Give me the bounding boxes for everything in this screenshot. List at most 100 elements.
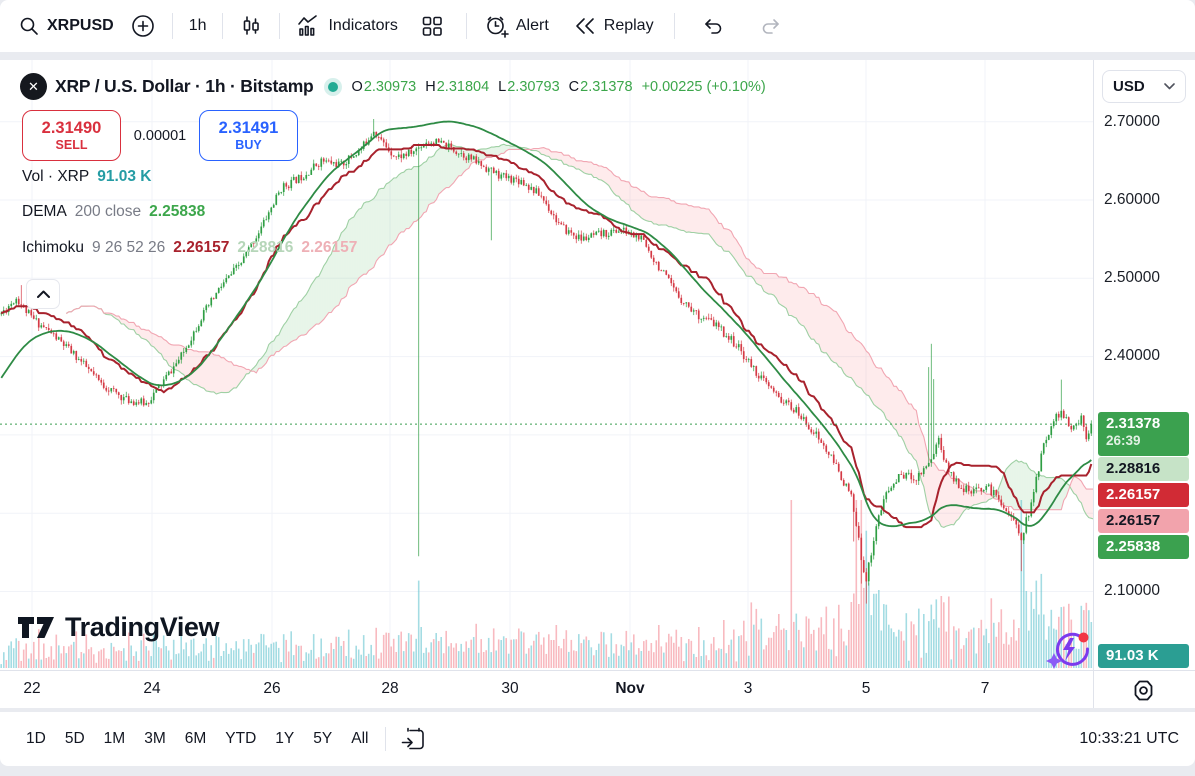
redo-button[interactable] [751,8,791,44]
indicators-label: Indicators [328,17,398,34]
time-axis-tick: Nov [615,680,645,697]
chevron-up-icon [36,290,50,298]
alert-clock-icon [487,16,509,38]
buy-button[interactable]: 2.31491 BUY [199,110,298,161]
price-axis-label: 2.70000 [1104,113,1161,130]
ohlc-change: +0.00225 (+0.10%) [641,78,766,95]
ohlc-values: O2.30973 H2.31804 L2.30793 C2.31378 +0.0… [352,79,766,95]
range-button-1d[interactable]: 1D [18,725,54,753]
time-axis-tick: 30 [501,680,519,697]
collapse-legend-button[interactable] [26,279,60,309]
sell-button[interactable]: 2.31490 SELL [22,110,121,161]
time-axis-tick: 28 [381,680,399,697]
price-axis[interactable]: USD 2.70000 2.60000 2.50000 2.40000 2.10000 … [1093,60,1195,670]
price-pane[interactable]: ✕ XRP / U.S. Dollar · 1h · Bitstamp O2.3… [0,60,1093,670]
range-button-3m[interactable]: 3M [136,725,174,753]
range-button-all[interactable]: All [343,725,376,753]
price-axis-label: 2.10000 [1104,582,1161,599]
range-button-6m[interactable]: 6M [177,725,215,753]
sell-price: 2.31490 [41,118,102,137]
range-button-1y[interactable]: 1Y [267,725,302,753]
toolbar-divider [279,13,281,39]
indicators-button[interactable]: Indicators [288,8,405,45]
grid-layout-icon [422,16,442,36]
top-toolbar: XRPUSD 1h Indicators Alert Replay [0,0,1195,52]
bottom-toolbar: 1D 5D 1M 3M 6M YTD 1Y 5Y All 10:33:21 UTC [0,712,1195,766]
symbol-search-button[interactable]: XRPUSD [10,9,122,43]
volume-value-badge: 91.03 K [1098,644,1189,668]
toolbar-divider [171,13,173,39]
undo-icon [704,19,721,34]
ichimoku-legend[interactable]: Ichimoku 9 26 52 26 2.26157 2.28816 2.26… [22,239,357,257]
candlestick-chart-icon [244,16,260,35]
range-button-5d[interactable]: 5D [57,725,93,753]
alert-button[interactable]: Alert [475,7,557,45]
chart-panel: ✕ XRP / U.S. Dollar · 1h · Bitstamp O2.3… [0,60,1195,708]
compare-add-symbol-button[interactable] [122,7,164,45]
chevron-down-icon [1164,83,1175,90]
volume-legend[interactable]: Vol · XRP 91.03 K [22,168,152,186]
dema-legend[interactable]: DEMA 200 close 2.25838 [22,203,205,221]
calendar-goto-icon [402,727,425,749]
time-axis-tick: 26 [263,680,281,697]
symbol-header: ✕ XRP / U.S. Dollar · 1h · Bitstamp O2.3… [20,73,766,100]
sparkle-alert-icon[interactable] [1044,626,1092,670]
ichimoku-lead-b-value: 2.26157 [301,239,358,256]
last-price-badge: 2.31378 26:39 [1098,412,1189,456]
ohlc-close-value: 2.31378 [580,78,633,95]
ichimoku-lead-a-value: 2.28816 [237,239,294,256]
bottom-divider [385,727,387,751]
time-axis-tick: 5 [861,680,871,697]
axis-separator [1093,671,1094,708]
currency-dropdown[interactable]: USD [1102,70,1186,103]
price-axis-label: 2.40000 [1104,347,1161,364]
ichimoku-lead-a-badge: 2.28816 [1098,457,1189,481]
interval-button[interactable]: 1h [181,11,215,41]
time-axis-tick: 22 [23,680,41,697]
range-button-1m[interactable]: 1M [96,725,134,753]
price-axis-label: 2.60000 [1104,191,1161,208]
replay-button[interactable]: Replay [565,8,662,44]
dema-legend-params: 200 close [74,203,142,220]
range-button-ytd[interactable]: YTD [217,725,264,753]
xrp-logo: ✕ [20,73,47,100]
time-axis[interactable]: 22 24 26 28 30 Nov 3 5 7 [0,670,1195,708]
ichimoku-lead-b-badge: 2.26157 [1098,509,1189,533]
chart-type-button[interactable] [231,8,271,44]
interval-label: 1h [188,17,207,34]
market-status-dot[interactable] [327,81,338,92]
ohlc-high-label: H [425,78,436,95]
symbol-name: XRPUSD [47,17,114,34]
volume-legend-name: Vol · XRP [22,168,90,185]
toolbar-divider [673,13,675,39]
replay-label: Replay [603,17,654,34]
ohlc-close-label: C [568,78,580,95]
go-to-date-button[interactable] [396,722,431,757]
symbol-title[interactable]: XRP / U.S. Dollar · 1h · Bitstamp [55,76,314,96]
ohlc-low-label: L [498,78,507,95]
currency-label: USD [1113,78,1145,95]
timezone-clock-button[interactable]: 10:33:21 UTC [1079,730,1179,747]
axis-settings-gear-button[interactable] [1130,677,1157,709]
dema-legend-name: DEMA [22,203,67,220]
layout-grid-button[interactable] [412,8,452,44]
tradingview-watermark: TradingView [18,612,220,643]
ichimoku-legend-name: Ichimoku [22,239,85,256]
price-axis-label: 2.50000 [1104,269,1161,286]
bar-countdown: 26:39 [1106,433,1141,448]
ichimoku-conversion-badge: 2.26157 [1098,483,1189,507]
undo-button[interactable] [693,8,733,44]
ohlc-high-value: 2.31804 [436,78,490,95]
toolbar-divider [465,13,467,39]
dema-legend-value: 2.25838 [149,203,206,220]
ohlc-open-label: O [351,78,363,95]
range-button-5y[interactable]: 5Y [305,725,340,753]
time-axis-tick: 24 [143,680,161,697]
toolbar-divider [222,13,224,39]
volume-legend-value: 91.03 K [97,168,152,185]
buy-price: 2.31491 [218,118,279,137]
price-chart-svg[interactable] [0,60,1093,670]
ichimoku-legend-params: 9 26 52 26 [92,239,166,256]
time-axis-tick: 3 [743,680,753,697]
plus-circle-icon [131,15,154,37]
